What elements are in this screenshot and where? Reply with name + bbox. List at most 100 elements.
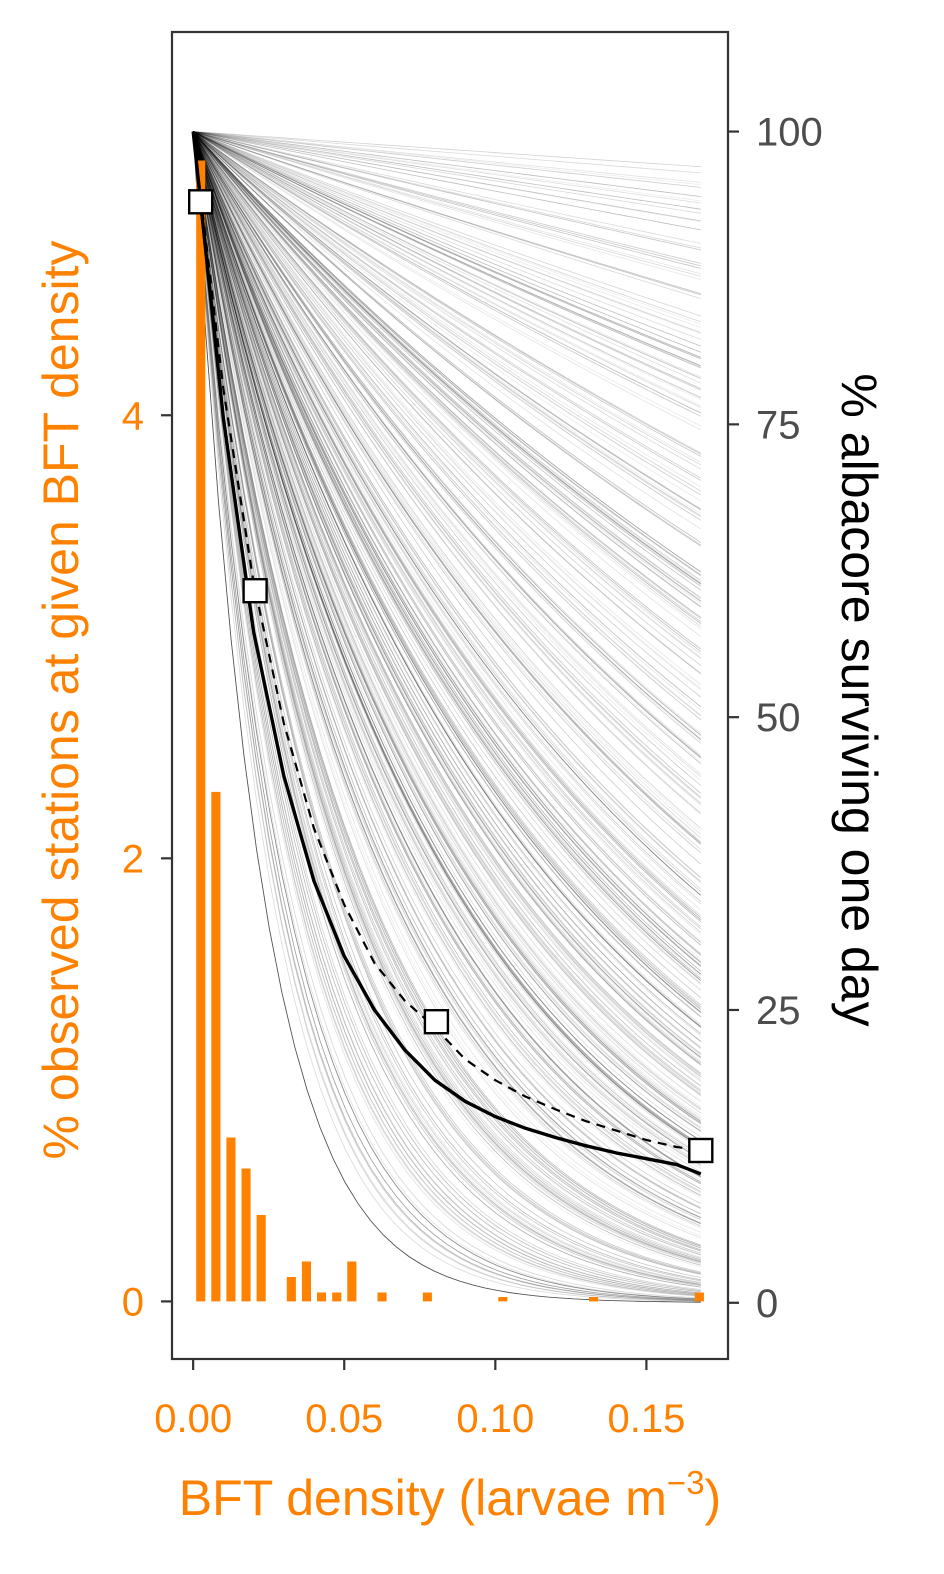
- ensemble-line: [192, 131, 701, 1254]
- ensemble-line: [193, 131, 701, 384]
- ensemble-line: [192, 131, 702, 502]
- ensemble-line: [192, 131, 701, 1302]
- ensemble-line: [192, 131, 702, 1121]
- histogram-bar: [241, 1168, 251, 1302]
- ensemble-line: [192, 131, 701, 1286]
- ensemble-line: [192, 131, 701, 1247]
- ensemble-line: [192, 131, 702, 942]
- histogram-bar: [589, 1297, 599, 1302]
- ensemble-line: [192, 131, 702, 814]
- ensemble-line: [192, 131, 701, 1249]
- ensemble-line: [192, 131, 701, 1296]
- ensemble-line: [192, 131, 702, 1147]
- ensemble-line: [192, 131, 702, 586]
- ensemble-line: [192, 131, 702, 599]
- ensemble-line: [192, 131, 702, 1107]
- survival-points: [187, 189, 714, 1164]
- histogram-bar: [347, 1261, 357, 1302]
- ensemble-line: [192, 131, 702, 985]
- ensemble-line: [192, 131, 702, 896]
- ensemble-line: [192, 131, 701, 399]
- ensemble-line: [192, 131, 701, 1268]
- ensemble-line: [192, 131, 702, 1087]
- ensemble-line: [192, 131, 702, 916]
- ensemble-line: [192, 131, 702, 854]
- histogram-bar: [694, 1292, 704, 1302]
- ensemble-line: [192, 131, 701, 470]
- ensemble-line: [192, 131, 701, 414]
- ensemble-line: [192, 131, 701, 1218]
- ensemble-line: [192, 131, 702, 1076]
- ensemble-line: [192, 131, 702, 1156]
- ensemble-line: [192, 131, 702, 960]
- ensemble-line: [192, 131, 702, 1080]
- ensemble-line: [192, 131, 702, 1096]
- ensemble-line: [192, 131, 702, 711]
- ensemble-line: [192, 131, 701, 1300]
- ensemble-line: [192, 131, 701, 1215]
- ensemble-line: [193, 131, 701, 214]
- ensemble-line: [192, 131, 702, 829]
- ensemble-line: [192, 131, 702, 928]
- ensemble-line: [192, 131, 701, 1303]
- ensemble-line: [192, 131, 702, 1049]
- x-axis-title-end: ): [705, 1470, 722, 1526]
- ensemble-line: [192, 131, 702, 967]
- ensemble-line: [192, 131, 702, 530]
- ensemble-line: [192, 131, 701, 1183]
- ensemble-line: [192, 131, 702, 573]
- ensemble-line: [192, 131, 701, 1185]
- ensemble-line: [192, 131, 702, 1164]
- ensemble-line: [193, 131, 701, 325]
- ensemble-line: [193, 131, 701, 231]
- y-right-tick-label: 0: [756, 1282, 778, 1326]
- ensemble-line: [192, 131, 702, 675]
- ensemble-line: [192, 131, 701, 1293]
- ensemble-line: [192, 131, 701, 1247]
- ensemble-line: [192, 131, 702, 607]
- ensemble-line: [192, 131, 701, 1227]
- ensemble-line: [192, 131, 701, 1288]
- ensemble-line: [192, 131, 702, 893]
- ensemble-line: [192, 131, 702, 691]
- ensemble-line: [192, 131, 702, 604]
- ensemble-line: [192, 131, 702, 1146]
- y-right-tick-label: 100: [756, 111, 823, 155]
- ensemble-line: [192, 131, 702, 800]
- ensemble-line: [192, 131, 702, 1141]
- histogram-bar: [226, 1137, 236, 1302]
- ensemble-line: [192, 131, 702, 674]
- ensemble-line: [192, 131, 702, 1011]
- ensemble-line: [192, 131, 702, 839]
- ensemble-line: [192, 131, 701, 1278]
- ensemble-line: [192, 131, 702, 511]
- ensemble-line: [192, 131, 701, 1275]
- ensemble-line: [192, 131, 702, 1062]
- ensemble-line: [192, 131, 702, 1025]
- ensemble-line: [192, 131, 702, 630]
- ensemble-line: [192, 131, 702, 716]
- ensemble-line: [192, 131, 702, 591]
- ensemble-line: [192, 131, 701, 1225]
- ensemble-line: [192, 131, 701, 427]
- ensemble-lines: [192, 131, 702, 1303]
- ensemble-line: [192, 131, 701, 1302]
- x-axis-title-main: BFT density (larvae m: [179, 1470, 667, 1526]
- ensemble-line: [192, 131, 702, 956]
- ensemble-line: [192, 131, 701, 1286]
- ensemble-line: [192, 131, 702, 1130]
- ensemble-line: [192, 131, 701, 1273]
- ensemble-line: [192, 131, 702, 1066]
- ensemble-line: [192, 131, 702, 968]
- histogram-bar: [422, 1292, 432, 1302]
- histogram-bars: [196, 160, 704, 1302]
- ensemble-line: [192, 131, 702, 666]
- ensemble-line: [193, 131, 701, 334]
- ensemble-line: [192, 131, 701, 1294]
- ensemble-line: [192, 131, 701, 431]
- ensemble-line: [192, 131, 702, 1142]
- ensemble-line: [192, 131, 702, 1111]
- ensemble-line: [192, 131, 701, 457]
- ensemble-line: [192, 131, 702, 1117]
- ensemble-line: [192, 131, 701, 1190]
